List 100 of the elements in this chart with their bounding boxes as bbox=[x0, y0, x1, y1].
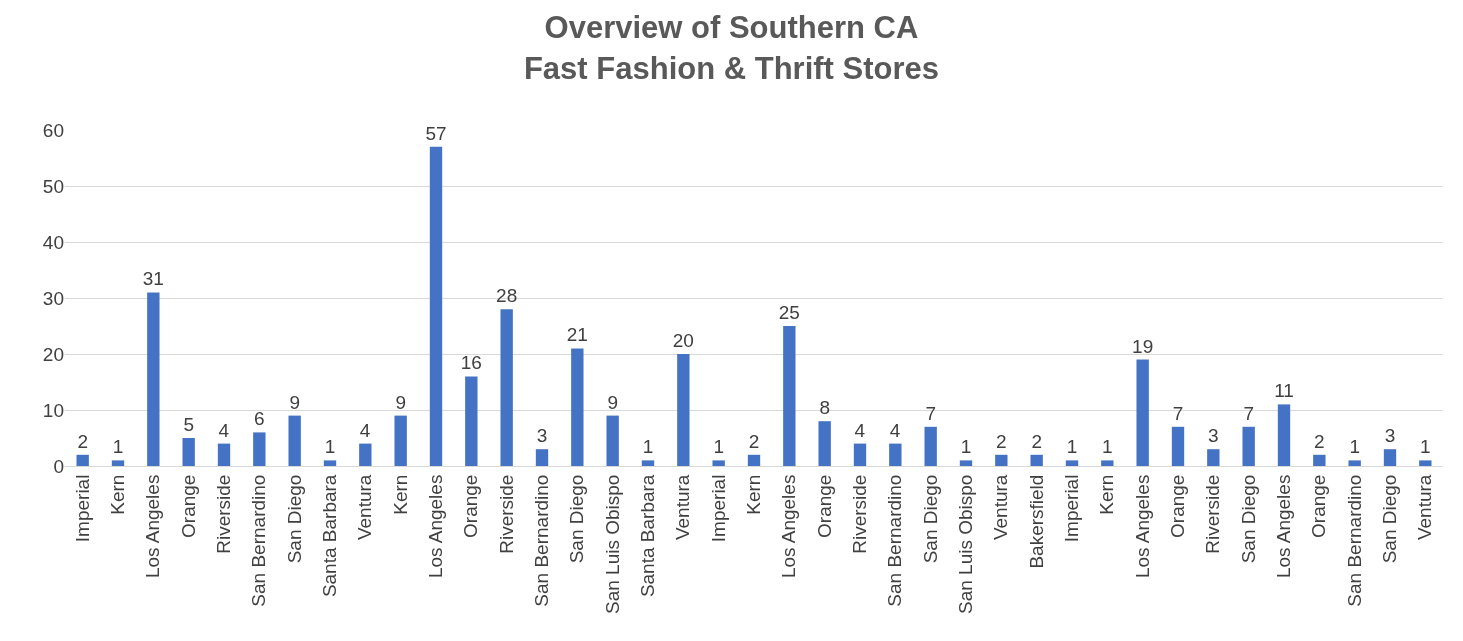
bar bbox=[288, 415, 301, 466]
bar bbox=[359, 443, 372, 466]
data-label: 7 bbox=[1172, 402, 1184, 424]
bar bbox=[995, 454, 1008, 466]
x-tick-label: Los Angeles bbox=[1131, 474, 1153, 579]
data-label: 1 bbox=[324, 436, 336, 458]
x-tick-label: San Diego bbox=[566, 474, 588, 564]
data-label: 1 bbox=[642, 436, 654, 458]
x-tick-label: San Luis Obispo bbox=[601, 474, 623, 615]
x-tick-label: Imperial bbox=[71, 474, 93, 543]
bar bbox=[323, 460, 337, 466]
data-label: 2 bbox=[996, 430, 1007, 452]
x-tick-label: Orange bbox=[1308, 474, 1330, 538]
x-tick-label: San Bernardino bbox=[531, 474, 553, 607]
y-tick-label: 0 bbox=[53, 455, 64, 477]
bar bbox=[1313, 454, 1326, 466]
y-tick-label: 60 bbox=[42, 119, 64, 141]
bar bbox=[959, 460, 973, 466]
bar bbox=[1030, 454, 1043, 466]
data-label: 3 bbox=[1384, 425, 1396, 447]
bar bbox=[394, 415, 407, 466]
x-tick-label: Imperial bbox=[707, 474, 729, 543]
data-label: 20 bbox=[672, 330, 694, 351]
data-label: 8 bbox=[819, 397, 830, 419]
bar bbox=[889, 443, 902, 466]
x-tick-label: Los Angeles bbox=[425, 474, 447, 579]
x-tick-label: San Bernardino bbox=[248, 474, 270, 607]
y-tick-label: 40 bbox=[42, 231, 64, 253]
data-label: 2 bbox=[1031, 430, 1042, 452]
bar bbox=[1348, 460, 1361, 466]
bar bbox=[712, 460, 725, 466]
x-tick-label: Kern bbox=[389, 474, 411, 515]
data-label: 16 bbox=[460, 352, 482, 374]
bar bbox=[1136, 359, 1149, 466]
x-tick-label: Orange bbox=[177, 474, 199, 538]
data-label: 1 bbox=[112, 436, 124, 458]
chart-title: Overview of Southern CA Fast Fashion & Thrift Stores bbox=[523, 10, 940, 86]
x-tick-label: Riverside bbox=[495, 474, 517, 554]
bar bbox=[818, 421, 831, 466]
x-tick-label: Ventura bbox=[672, 474, 694, 541]
data-label: 31 bbox=[142, 268, 164, 290]
x-tick-label: Los Angeles bbox=[778, 474, 800, 579]
bar bbox=[1419, 460, 1432, 466]
data-label: 3 bbox=[1208, 425, 1219, 447]
data-label: 2 bbox=[748, 430, 760, 452]
x-tick-label: San Diego bbox=[919, 474, 941, 564]
data-label: 7 bbox=[925, 402, 936, 424]
y-tick-label: 20 bbox=[42, 343, 64, 365]
bar bbox=[1065, 460, 1079, 466]
bar bbox=[1277, 404, 1291, 466]
bar bbox=[1242, 426, 1255, 466]
x-tick-label: Riverside bbox=[213, 474, 235, 554]
x-tick-label: Ventura bbox=[990, 474, 1012, 541]
data-label: 28 bbox=[496, 285, 518, 307]
x-tick-label: Los Angeles bbox=[142, 474, 164, 579]
data-label: 4 bbox=[359, 419, 371, 441]
x-tick-label: San Diego bbox=[283, 474, 305, 564]
x-tick-label: Orange bbox=[1167, 474, 1189, 538]
y-tick-label: 10 bbox=[42, 399, 64, 421]
x-tick-label: Kern bbox=[1096, 474, 1118, 515]
x-tick-label: San Bernardino bbox=[884, 474, 906, 607]
data-label: 9 bbox=[607, 391, 618, 413]
bar bbox=[111, 460, 125, 466]
bar bbox=[429, 146, 443, 466]
bar bbox=[500, 309, 513, 466]
data-label: 1 bbox=[1420, 436, 1431, 458]
bar bbox=[253, 432, 266, 466]
bar bbox=[783, 326, 796, 466]
x-tick-label: Los Angeles bbox=[1273, 474, 1295, 579]
data-label: 1 bbox=[1349, 436, 1360, 458]
bar bbox=[1207, 449, 1220, 466]
bar bbox=[1101, 460, 1114, 466]
x-tick-label: Kern bbox=[107, 474, 129, 515]
x-tick-label: Santa Barbara bbox=[637, 474, 659, 598]
data-label: 19 bbox=[1132, 335, 1154, 357]
x-tick-label: Riverside bbox=[849, 474, 871, 554]
bar bbox=[853, 443, 867, 466]
bar bbox=[76, 454, 89, 466]
y-tick-label: 50 bbox=[42, 175, 64, 197]
bar bbox=[1171, 426, 1185, 466]
x-tick-label: Orange bbox=[813, 474, 835, 538]
x-tick-label: Riverside bbox=[1202, 474, 1224, 554]
x-tick-label: Orange bbox=[460, 474, 482, 538]
bar bbox=[465, 376, 478, 466]
data-label: 1 bbox=[713, 436, 724, 458]
x-tick-label: Santa Barbara bbox=[319, 474, 341, 598]
data-label: 4 bbox=[218, 419, 230, 441]
x-tick-label: Ventura bbox=[1414, 474, 1436, 541]
data-label: 2 bbox=[1314, 430, 1325, 452]
data-label: 25 bbox=[778, 302, 800, 323]
data-label: 57 bbox=[425, 122, 447, 144]
x-tick-label: Ventura bbox=[354, 474, 376, 541]
y-tick-label: 30 bbox=[42, 287, 64, 309]
bar bbox=[571, 348, 584, 466]
bar bbox=[606, 415, 619, 466]
data-label: 4 bbox=[854, 419, 866, 441]
x-tick-label: San Bernardino bbox=[1343, 474, 1365, 607]
data-label: 1 bbox=[960, 436, 972, 458]
bar bbox=[924, 426, 937, 466]
bar bbox=[535, 449, 549, 466]
